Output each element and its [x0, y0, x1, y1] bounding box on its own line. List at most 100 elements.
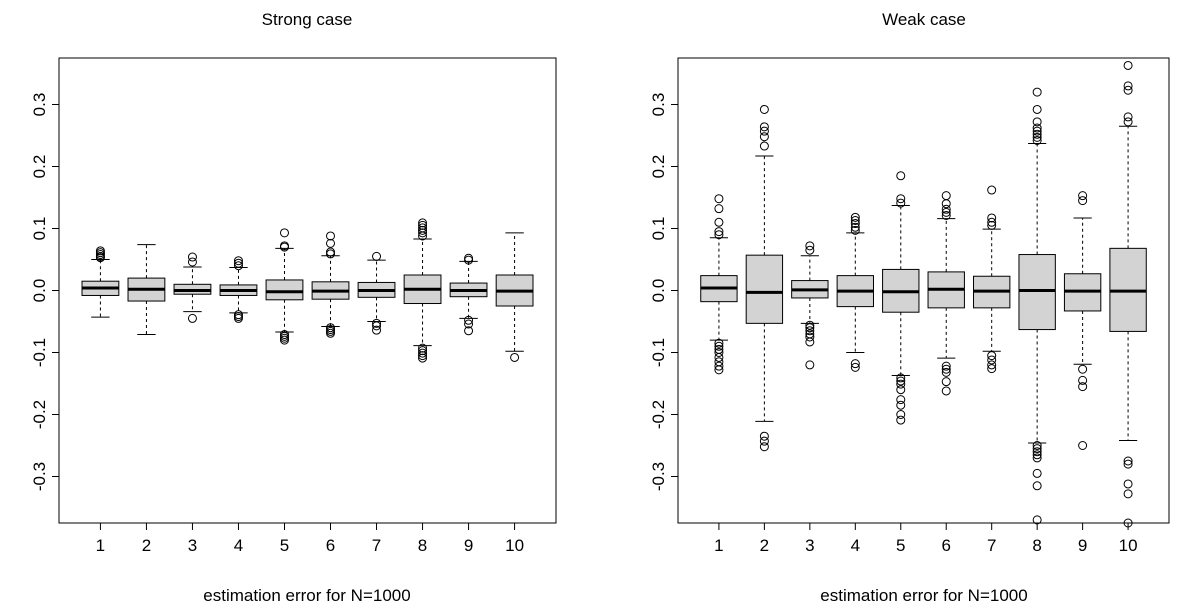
x-tick-label: 4: [851, 536, 860, 555]
outlier-point: [1123, 60, 1133, 70]
box: [1018, 254, 1056, 331]
outlier-point: [1032, 123, 1042, 133]
outlier-point: [1123, 459, 1133, 469]
outlier-point: [850, 222, 860, 232]
outlier-point: [464, 315, 474, 325]
box-group: [973, 185, 1011, 374]
outlier-point: [279, 335, 289, 345]
outlier-point: [1032, 450, 1042, 460]
box-group: [127, 244, 166, 336]
outlier-point: [941, 204, 951, 214]
outlier-point: [805, 332, 815, 342]
outlier-point: [233, 258, 243, 268]
outlier-point: [1032, 468, 1042, 478]
outlier-point: [714, 338, 724, 348]
x-tick-label: 10: [1119, 536, 1138, 555]
outlier-point: [1032, 515, 1042, 525]
box-group: [927, 191, 965, 396]
y-tick-label: -0.1: [649, 338, 668, 367]
x-tick-label: 3: [188, 536, 197, 555]
outlier-point: [187, 257, 197, 267]
outlier-point: [1032, 444, 1042, 454]
outlier-point: [326, 238, 336, 248]
x-tick-label: 6: [941, 536, 950, 555]
outlier-point: [805, 241, 815, 251]
outlier-point: [759, 141, 769, 151]
outlier-point: [941, 377, 951, 387]
outlier-point: [759, 436, 769, 446]
outlier-point: [418, 348, 428, 358]
outlier-point: [896, 198, 906, 208]
outlier-point: [714, 230, 724, 240]
box-group: [1063, 191, 1102, 450]
outlier-point: [850, 225, 860, 235]
chart-title: Weak case: [882, 10, 966, 29]
x-tick-label: 2: [760, 536, 769, 555]
outlier-point: [759, 122, 769, 132]
outlier-point: [372, 318, 382, 328]
x-axis: 1 2 3 4 5 6 7 8 9 10: [96, 523, 524, 555]
box-group: [700, 194, 738, 375]
outlier-point: [418, 223, 428, 233]
outlier-point: [326, 247, 336, 257]
outlier-point: [1078, 375, 1088, 385]
box: [745, 254, 784, 324]
x-tick-label: 7: [987, 536, 996, 555]
outlier-point: [418, 220, 428, 230]
box: [265, 279, 304, 301]
outlier-point: [418, 225, 428, 235]
y-tick-label: 0.3: [649, 93, 668, 117]
outlier-point: [714, 227, 724, 237]
box-group: [791, 241, 829, 370]
outlier-point: [1078, 382, 1088, 392]
outlier-point: [896, 376, 906, 386]
x-tick-label: 9: [464, 536, 473, 555]
outlier-point: [714, 348, 724, 357]
outlier-point: [805, 337, 815, 347]
outlier-point: [941, 199, 951, 209]
outlier-point: [850, 219, 860, 229]
box-group: [81, 246, 120, 318]
outlier-point: [510, 352, 520, 362]
outlier-point: [1078, 191, 1088, 201]
x-axis-label: estimation error for N=1000: [203, 586, 410, 605]
outlier-point: [1123, 117, 1133, 127]
outlier-point: [759, 442, 769, 452]
y-tick-label: 0.3: [30, 93, 49, 117]
outlier-point: [987, 364, 997, 374]
outlier-point: [464, 253, 474, 263]
outlier-point: [759, 104, 769, 114]
x-tick-label: 9: [1078, 536, 1087, 555]
outlier-point: [464, 326, 474, 336]
box-group: [1018, 87, 1056, 525]
outlier-point: [1078, 196, 1088, 206]
outlier-point: [233, 261, 243, 271]
outlier-point: [372, 325, 382, 335]
outlier-point: [987, 220, 997, 230]
outlier-point: [1032, 129, 1042, 139]
outlier-point: [418, 346, 428, 356]
outlier-point: [941, 364, 951, 374]
box-group: [745, 104, 784, 452]
outlier-point: [987, 185, 997, 195]
chart-title: Strong case: [262, 10, 353, 29]
outlier-point: [759, 126, 769, 136]
y-tick-label: -0.2: [649, 400, 668, 429]
outlier-point: [233, 312, 243, 322]
outlier-point: [1078, 364, 1088, 374]
outlier-point: [372, 251, 382, 261]
outlier-point: [896, 400, 906, 410]
outlier-point: [714, 204, 724, 214]
box-group: [173, 252, 212, 323]
outlier-point: [987, 217, 997, 227]
outlier-point: [1123, 112, 1133, 122]
y-tick-label: 0.1: [30, 217, 49, 241]
outlier-point: [987, 360, 997, 370]
y-tick-label: 0.1: [649, 217, 668, 241]
outlier-point: [1032, 132, 1042, 142]
outlier-point: [805, 326, 815, 336]
outlier-point: [372, 321, 382, 331]
y-tick-label: -0.3: [30, 462, 49, 491]
outlier-point: [850, 359, 860, 369]
outlier-point: [1032, 441, 1042, 450]
